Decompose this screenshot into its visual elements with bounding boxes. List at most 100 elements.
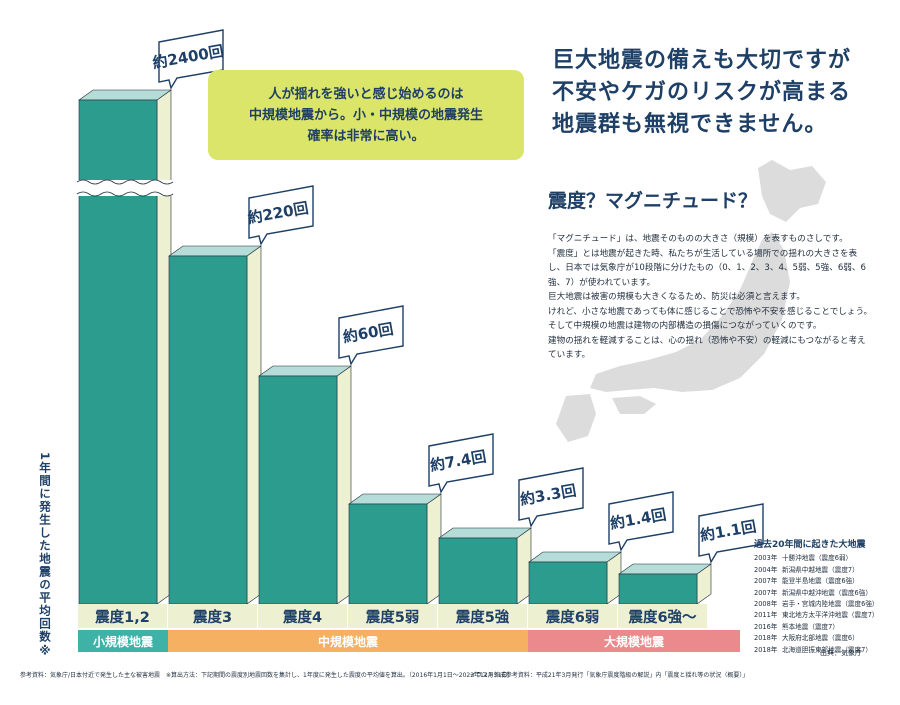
list-item: 2016年 熊本地震（震度7） — [754, 622, 894, 633]
bar-front — [618, 573, 698, 605]
band-label: 小規模地震 — [92, 634, 153, 649]
eq-year: 2018年 — [754, 645, 778, 654]
eq-year: 2003年 — [754, 554, 778, 563]
eq-year: 2008年 — [754, 600, 778, 609]
eq-name: 東北地方太平洋沖地震（震度7） — [782, 611, 879, 620]
value-label: 約220回 — [246, 185, 314, 246]
x-axis-categories: 震度1,2 震度3 震度4 震度5弱 震度5強 震度6弱 震度6強〜 — [78, 604, 740, 628]
value-label: 約2400回 — [151, 29, 225, 90]
honshu-shape — [590, 232, 790, 392]
value-label: 約1.4回 — [608, 491, 674, 552]
bar-front — [438, 537, 518, 605]
bar-top — [168, 245, 262, 257]
eq-year: 2004年 — [754, 565, 778, 574]
band-medium-scale: 中規模地震 — [168, 630, 528, 652]
category-label: 震度6弱 — [528, 604, 617, 628]
bubble-shape — [158, 29, 224, 90]
category-label: 震度3 — [168, 604, 257, 628]
headline-line-1: 巨大地震の備えも大切ですが — [552, 48, 852, 73]
body-paragraph: けれど、小さな地震であっても体に感じることで恐怖や不安を感じることでしょう。 — [548, 306, 873, 317]
eq-name: 十勝沖地震（震度6弱） — [782, 554, 853, 563]
eq-year: 2016年 — [754, 622, 778, 631]
list-item: 2018年 北海道胆振東部地震（震度7） — [754, 645, 894, 656]
eq-year: 2011年 — [754, 611, 778, 620]
bar — [168, 245, 262, 605]
axis-break-line — [76, 191, 174, 197]
list-item: 2007年 能登半島地震（震度6強） — [754, 576, 894, 587]
category-label: 震度6強〜 — [618, 604, 707, 628]
body-paragraph: 巨大地震は被害の規模も大きくなるため、防災は必須と言えます。 — [548, 292, 805, 302]
bar-top — [438, 527, 532, 539]
bars-group — [76, 89, 712, 605]
bubble-shape — [338, 305, 404, 366]
major-earthquakes-list: 過去20年間に起きた大地震 2003年 十勝沖地震（震度6弱） 2004年 新潟県中… — [754, 540, 894, 656]
category-label: 震度4 — [258, 604, 347, 628]
bar-front — [348, 503, 428, 605]
callout-box: 人が揺れを強いと感じ始めるのは 中規模地震から。小・中規模の地震発生 確率は非常… — [208, 70, 524, 160]
category-label: 震度5弱 — [348, 604, 437, 628]
hokkaido-shape — [758, 160, 826, 222]
shikoku-shape — [612, 396, 656, 414]
body-paragraph: 建物の揺れを軽減することは、心の揺れ（恐怖や不安）の軽減にもつながると考えていま… — [548, 335, 866, 361]
footnote-left: 参考資料：気象庁/日本付近で発生した主な被害地震 ※算出方法：下記期間の震度別地… — [20, 672, 514, 679]
callout-line-3: 確率は非常に高い。 — [307, 128, 425, 144]
bar — [348, 493, 442, 605]
bar-front — [78, 99, 158, 605]
footnote-right: イラスト作成参考資料：平成21年3月発行「気象庁震度階級の解説」内「震度と揺れ等… — [470, 672, 749, 679]
value-label: 約1.1回 — [698, 503, 764, 564]
eq-name: 能登半島地震（震度6強） — [782, 577, 859, 586]
value-label: 約60回 — [338, 305, 404, 366]
eq-year: 2018年 — [754, 634, 778, 643]
bar-top — [618, 563, 712, 575]
eq-name: 新潟県中越沖地震（震度6強） — [782, 588, 872, 597]
eq-year: 2007年 — [754, 577, 778, 586]
explanation-text: 「マグニチュード」は、地震そのものの大きさ（規模）を表すものさしです。 「震度」… — [548, 232, 873, 363]
bar-top — [78, 89, 172, 101]
bubble-shape — [428, 433, 494, 494]
band-small-scale: 小規模地震 — [78, 630, 168, 652]
body-paragraph: 「震度」とは地震が起きた時、私たちが生活している場所での揺れの大きさを表し、日本… — [548, 248, 866, 288]
list-item: 2004年 新潟県中越地震（震度7） — [754, 565, 894, 576]
band-label: 中規模地震 — [317, 634, 378, 649]
bar — [258, 365, 352, 605]
band-label: 大規模地震 — [603, 634, 664, 649]
bubble-shape — [518, 467, 584, 528]
bar-front — [528, 561, 608, 605]
value-label: 約7.4回 — [428, 433, 494, 494]
headline-line-3: 地震群も無視できません。 — [552, 112, 828, 137]
category-label: 震度1,2 — [78, 604, 167, 628]
list-item: 2011年 東北地方太平洋沖地震（震度7） — [754, 610, 894, 621]
bar-top — [258, 365, 352, 377]
eq-name: 大阪府北部地震（震度6） — [782, 634, 859, 643]
bar — [528, 551, 622, 605]
axis-break-gap — [77, 180, 173, 196]
japan-map-silhouette — [556, 160, 826, 442]
bar-front — [258, 375, 338, 605]
bar-top — [348, 493, 442, 505]
headline: 巨大地震の備えも大切ですが 不安やケガのリスクが高まる 地震群も無視できません。 — [552, 45, 892, 141]
list-item: 2008年 岩手・宮城内陸地震（震度6強） — [754, 599, 894, 610]
callout-line-1: 人が揺れを強いと感じ始めるのは — [268, 86, 464, 102]
bar — [76, 89, 174, 605]
eq-name: 熊本地震（震度7） — [782, 622, 839, 631]
bubble-shape — [608, 491, 674, 552]
eq-name: 岩手・宮城内陸地震（震度6強） — [782, 600, 879, 609]
source-label: 出典：気象庁 — [820, 649, 862, 657]
major-earthquakes-title: 過去20年間に起きた大地震 — [754, 540, 866, 550]
list-item: 2007年 新潟県中越沖地震（震度6強） — [754, 588, 894, 599]
bar — [618, 563, 712, 605]
value-label: 約3.3回 — [518, 467, 584, 528]
y-axis-title: 1年間に発生した地震の平均回数※ — [38, 452, 52, 660]
headline-line-2: 不安やケガのリスクが高まる — [552, 80, 852, 105]
eq-year: 2007年 — [754, 588, 778, 597]
bubble-shape — [698, 503, 764, 564]
bar-front — [168, 255, 248, 605]
bar — [438, 527, 532, 605]
kyushu-shape — [556, 394, 596, 442]
category-label: 震度5強 — [438, 604, 527, 628]
list-item: 2003年 十勝沖地震（震度6弱） — [754, 553, 894, 564]
eq-name: 北海道胆振東部地震（震度7） — [782, 645, 872, 654]
